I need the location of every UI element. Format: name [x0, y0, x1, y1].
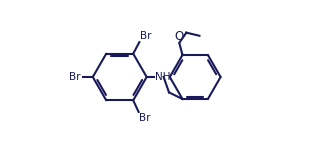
Text: Br: Br [140, 31, 152, 41]
Text: O: O [175, 30, 184, 43]
Text: NH: NH [155, 72, 171, 82]
Text: Br: Br [69, 72, 80, 82]
Text: Br: Br [139, 113, 151, 123]
